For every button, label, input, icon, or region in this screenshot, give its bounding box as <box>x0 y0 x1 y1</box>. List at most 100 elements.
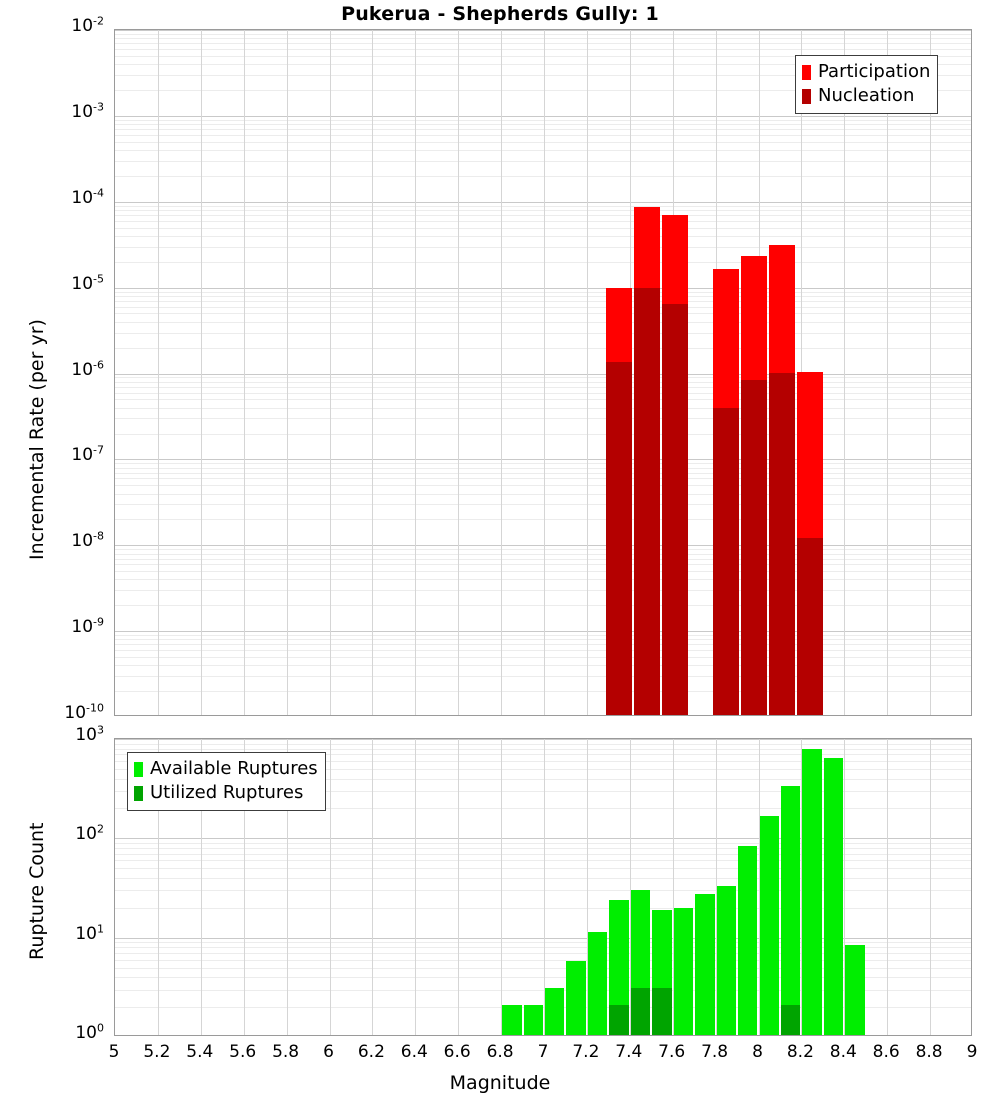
gridline-minor <box>115 977 971 979</box>
y-tick-label: 10-6 <box>71 357 104 380</box>
gridline-minor <box>115 407 971 409</box>
gridline-major <box>115 545 971 547</box>
gridline-minor <box>115 64 971 66</box>
gridline-minor <box>115 347 971 349</box>
gridline-minor <box>115 306 971 308</box>
gridline-vertical <box>243 739 245 1035</box>
gridline-minor <box>115 639 971 641</box>
gridline-minor <box>115 635 971 637</box>
legend-swatch-icon <box>134 785 143 801</box>
gridline-minor <box>115 175 971 177</box>
gridline-minor <box>115 220 971 222</box>
gridline-minor <box>115 160 971 162</box>
gridline-minor <box>115 386 971 388</box>
gridline-major <box>115 201 971 203</box>
gridline-vertical <box>586 739 588 1035</box>
gridline-minor <box>115 644 971 646</box>
gridline-minor <box>115 472 971 474</box>
gridline-minor <box>115 890 971 892</box>
bar <box>566 961 586 1035</box>
x-tick-label: 8.4 <box>829 1042 857 1062</box>
bar <box>634 287 660 715</box>
legend-swatch-icon <box>134 761 143 777</box>
top-legend: Participation Nucleation <box>795 55 939 114</box>
x-tick-label: 5.4 <box>186 1042 214 1062</box>
x-tick-label: 6.4 <box>400 1042 428 1062</box>
legend-item: Nucleation <box>802 84 930 108</box>
top-y-tick-labels: 10-2 10-3 10-4 10-5 10-6 10-7 10-8 10-9 10-10 <box>0 0 104 760</box>
gridline-major <box>115 373 971 375</box>
gridline-minor <box>115 564 971 566</box>
gridline-minor <box>115 433 971 435</box>
x-tick-label: 8 <box>752 1042 763 1062</box>
bar <box>545 987 565 1035</box>
gridline-minor <box>115 210 971 212</box>
top-plot-area <box>114 29 972 716</box>
bar <box>802 749 822 1035</box>
x-tick-label: 5.2 <box>143 1042 171 1062</box>
gridline-minor <box>115 38 971 40</box>
gridline-minor <box>115 579 971 581</box>
gridline-minor <box>115 381 971 383</box>
x-tick-label: 5 <box>108 1042 120 1062</box>
gridline-vertical <box>157 739 159 1035</box>
x-tick-label: 8.8 <box>915 1042 943 1062</box>
bar <box>780 786 801 1035</box>
legend-swatch-icon <box>802 88 811 104</box>
gridline-minor <box>115 558 971 560</box>
y-tick-label: 10-10 <box>64 701 104 723</box>
legend-label: Utilized Ruptures <box>150 782 304 803</box>
y-tick-label: 10-4 <box>71 186 104 208</box>
gridline-minor <box>115 665 971 667</box>
legend-label: Participation <box>818 61 931 82</box>
x-tick-label: 6.2 <box>357 1042 385 1062</box>
gridline-vertical <box>501 30 503 715</box>
gridline-minor <box>115 853 971 855</box>
gridline-minor <box>115 485 971 487</box>
bar <box>738 845 758 1035</box>
gridline-major <box>115 739 971 740</box>
x-tick-label: 6.8 <box>486 1042 514 1062</box>
bar <box>652 987 672 1035</box>
gridline-minor <box>115 868 971 870</box>
y-tick-label: 10-7 <box>71 443 104 466</box>
gridline-minor <box>115 55 971 57</box>
bar <box>502 1005 522 1035</box>
y-tick-label: 10-5 <box>71 271 104 294</box>
gridline-minor <box>115 761 971 763</box>
gridline-vertical <box>200 30 202 715</box>
bar <box>759 816 779 1035</box>
gridline-minor <box>115 129 971 131</box>
gridline-vertical <box>844 30 846 715</box>
bar <box>523 1005 543 1035</box>
gridline-vertical <box>372 739 374 1035</box>
x-tick-label: 7 <box>537 1042 549 1062</box>
gridline-minor <box>115 1007 971 1009</box>
bar <box>587 931 608 1035</box>
gridline-minor <box>115 332 971 334</box>
bottom-legend: Available Ruptures Utilized Ruptures <box>127 752 326 811</box>
legend-item: Available Ruptures <box>134 757 318 781</box>
gridline-vertical <box>243 30 245 715</box>
gridline-minor <box>115 953 971 955</box>
gridline-minor <box>115 49 971 51</box>
gridline-minor <box>115 467 971 469</box>
x-tick-label: 6 <box>323 1042 334 1062</box>
bar <box>845 945 865 1035</box>
bar <box>741 379 768 715</box>
y-tick-label: 102 <box>75 822 104 845</box>
gridline-minor <box>115 300 971 302</box>
legend-label: Nucleation <box>818 85 915 106</box>
x-tick-label: 7.8 <box>701 1042 729 1062</box>
gridline-minor <box>115 907 971 909</box>
gridline-minor <box>115 743 971 745</box>
bar <box>823 757 844 1035</box>
bottom-plot-area <box>114 738 972 1036</box>
gridline-minor <box>115 942 971 944</box>
gridline-minor <box>115 571 971 573</box>
x-tick-label: 8.2 <box>786 1042 814 1062</box>
bar <box>609 1005 629 1035</box>
gridline-major <box>115 115 971 117</box>
bar <box>606 361 632 715</box>
